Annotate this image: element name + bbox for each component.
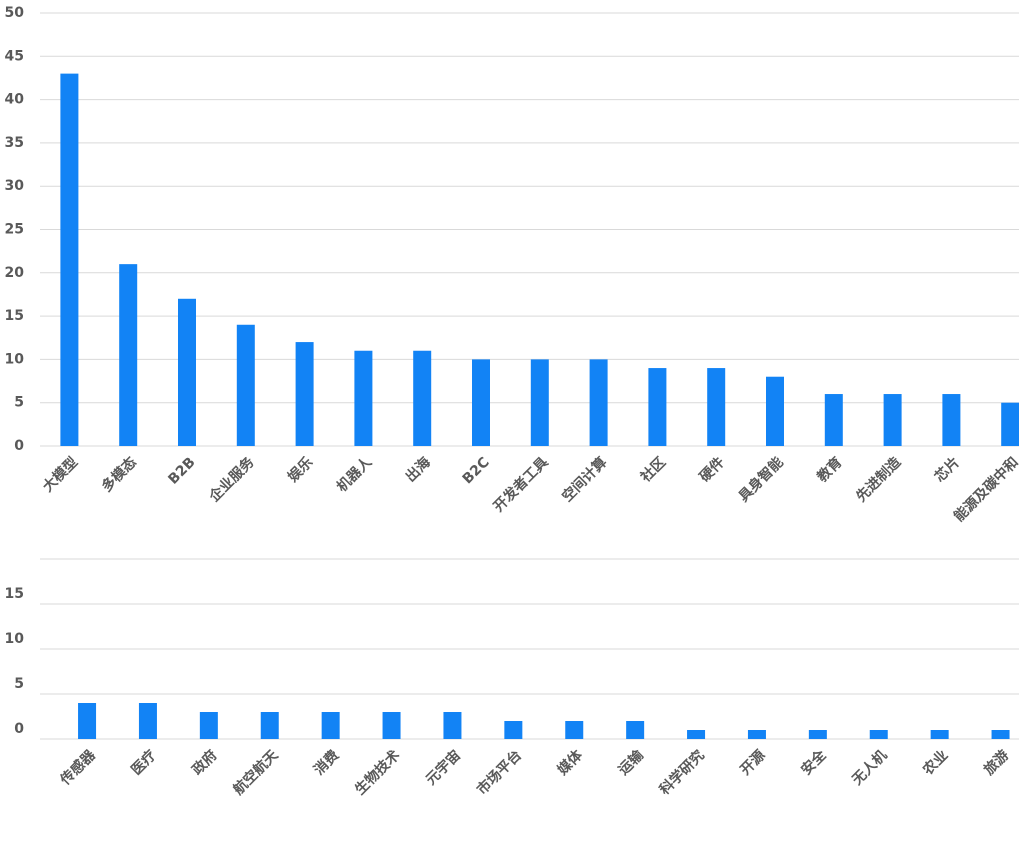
y-tick-label: 15 [5, 586, 24, 602]
bar [178, 298, 196, 446]
x-tick-label: 媒体 [553, 746, 586, 779]
y-tick-label: 10 [5, 351, 25, 367]
x-tick-label: 航空航天 [230, 746, 282, 798]
x-tick-label: 大模型 [39, 454, 81, 496]
y-tick-label: 10 [5, 631, 25, 647]
bar [626, 721, 645, 739]
x-tick-label: 安全 [798, 746, 831, 779]
x-tick-label: 开源 [737, 747, 769, 779]
y-tick-label: 35 [5, 135, 24, 151]
x-tick-label: 多模态 [98, 454, 140, 496]
x-tick-label: 农业 [919, 747, 952, 780]
y-tick-label: 50 [5, 5, 25, 21]
x-tick-label: 无人机 [848, 747, 890, 789]
x-tick-label: 具身智能 [734, 454, 786, 506]
bar [869, 730, 888, 739]
bar [687, 730, 706, 739]
bar [236, 324, 255, 446]
x-tick-label: 传感器 [56, 746, 99, 789]
x-tick-label: 运输 [615, 746, 648, 779]
bar [808, 730, 827, 739]
bar [413, 350, 432, 446]
bar [530, 359, 549, 446]
bar [60, 73, 79, 447]
bar [883, 394, 902, 446]
x-tick-label: 空间计算 [559, 454, 611, 506]
y-tick-label: 40 [5, 92, 25, 108]
y-tick-label: 45 [5, 48, 24, 64]
bar [504, 721, 523, 739]
bar [321, 712, 340, 739]
bar [930, 730, 949, 739]
bar [991, 730, 1010, 739]
bar [1001, 402, 1019, 446]
bar [354, 350, 373, 446]
x-tick-label: 生物技术 [352, 747, 404, 799]
bar [942, 394, 961, 446]
bar [824, 394, 843, 446]
x-tick-label: 硬件 [696, 454, 728, 486]
bar [260, 712, 279, 739]
bar [707, 368, 726, 446]
bar [565, 721, 584, 739]
bar [472, 359, 490, 446]
y-tick-label: 15 [5, 308, 24, 324]
x-tick-label: 科学研究 [656, 747, 708, 799]
x-tick-label: 开发者工具 [490, 454, 552, 516]
bar [443, 712, 462, 739]
bar [747, 730, 766, 739]
x-tick-label: 元宇宙 [422, 747, 464, 789]
bar [138, 703, 157, 739]
x-tick-label: 教育 [814, 454, 846, 486]
x-tick-label: 消费 [310, 747, 342, 779]
bar [382, 712, 401, 739]
y-tick-label: 30 [5, 178, 25, 194]
x-tick-label: 政府 [189, 747, 221, 779]
x-tick-label: 社区 [637, 454, 670, 487]
x-tick-label: B2B [165, 454, 198, 487]
bar [589, 359, 608, 446]
bar [295, 342, 314, 446]
bar [648, 368, 667, 446]
x-tick-label: 出海 [402, 454, 434, 486]
x-tick-label: 娱乐 [284, 454, 316, 486]
y-tick-label: 0 [14, 438, 24, 454]
bar [199, 712, 218, 739]
y-tick-label: 0 [14, 721, 24, 737]
y-tick-label: 20 [5, 265, 25, 281]
x-tick-label: 医疗 [128, 747, 160, 779]
x-tick-label: 旅游 [980, 747, 1012, 779]
bar [78, 703, 97, 739]
x-tick-label: 先进制造 [853, 454, 905, 506]
y-tick-label: 5 [14, 395, 24, 411]
x-tick-label: B2C [460, 454, 493, 487]
bar [119, 264, 138, 446]
x-tick-label: 芯片 [931, 454, 963, 486]
bar [766, 376, 784, 446]
x-tick-label: 企业服务 [205, 453, 258, 506]
y-tick-label: 5 [14, 676, 24, 692]
x-tick-label: 机器人 [333, 453, 375, 495]
y-tick-label: 25 [5, 222, 24, 238]
x-tick-label: 市场平台 [473, 747, 525, 799]
